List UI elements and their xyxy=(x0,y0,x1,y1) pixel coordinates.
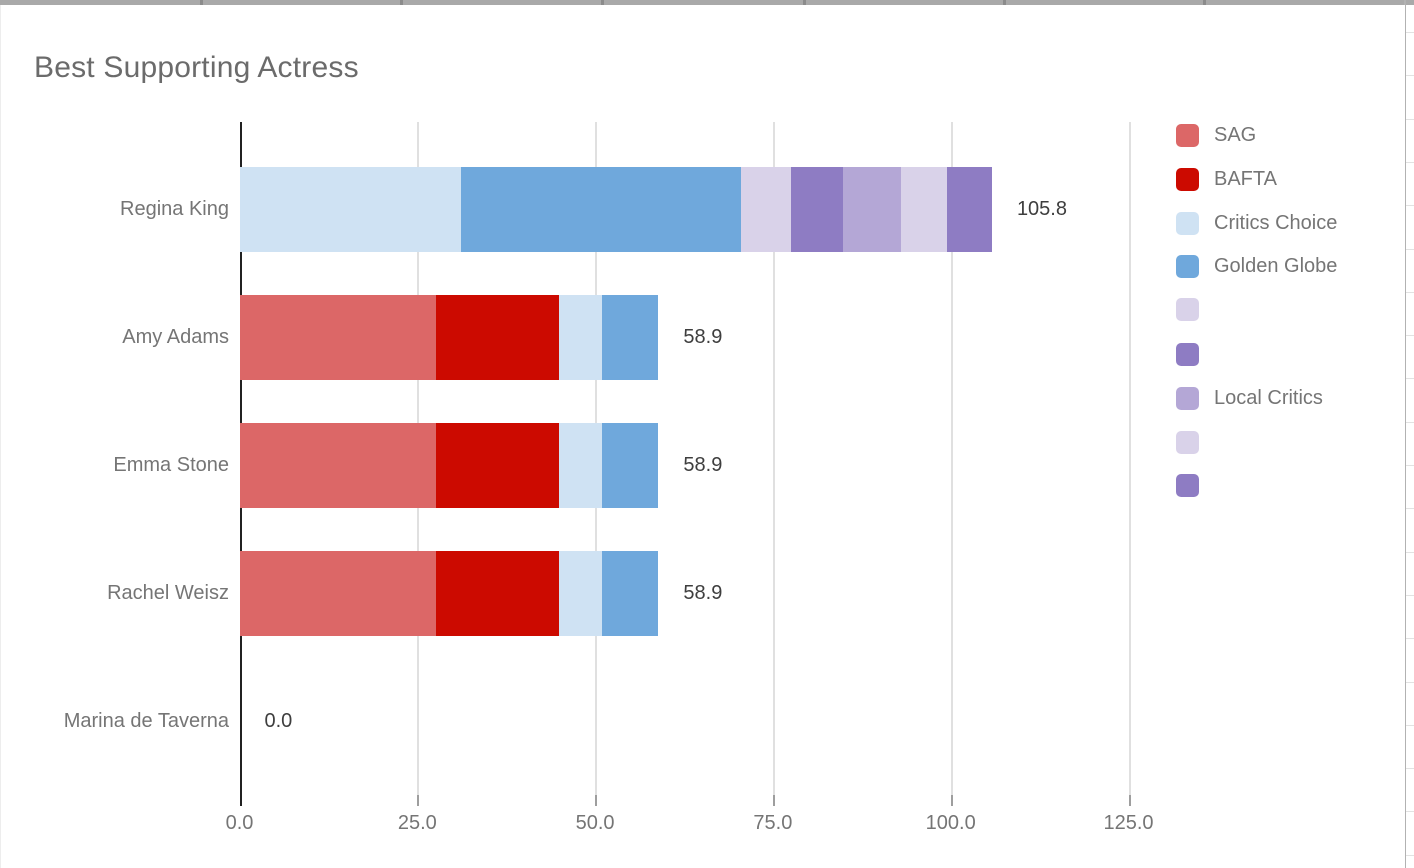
legend-swatch xyxy=(1176,474,1199,497)
legend-swatch xyxy=(1176,343,1199,366)
x-tick-label: 100.0 xyxy=(925,812,976,834)
bar-segment-golden-globe[interactable] xyxy=(460,167,741,252)
bar-segment-golden-globe[interactable] xyxy=(602,551,659,636)
bar-segment-bafta[interactable] xyxy=(435,423,559,508)
bar-segment-critics-choice[interactable] xyxy=(558,551,603,636)
bar-value-label: 58.9 xyxy=(683,453,723,476)
x-tick-label: 0.0 xyxy=(225,812,254,834)
bar-segment-series-9[interactable] xyxy=(947,167,992,252)
spreadsheet-right-edge xyxy=(1404,0,1406,868)
bar-value-label: 105.8 xyxy=(1016,197,1067,220)
chart-title: Best Supporting Actress xyxy=(34,51,359,84)
legend-swatch xyxy=(1176,298,1199,321)
row-gridline xyxy=(1406,551,1414,553)
column-boundary-tick xyxy=(400,0,403,5)
bar-segment-critics-choice[interactable] xyxy=(558,295,603,380)
row-gridline xyxy=(1406,118,1414,120)
row-gridline xyxy=(1406,465,1414,466)
row-gridline xyxy=(1406,421,1414,423)
column-boundary-tick xyxy=(803,0,806,5)
bar-segment-bafta[interactable] xyxy=(435,551,559,636)
row-gridline xyxy=(1406,681,1414,683)
legend-label: Golden Globe xyxy=(1214,255,1338,277)
row-gridline xyxy=(1406,335,1414,337)
x-tick-label: 75.0 xyxy=(753,812,793,834)
row-gridline xyxy=(1406,75,1414,77)
legend-label: SAG xyxy=(1214,124,1257,146)
gridline xyxy=(1128,122,1131,795)
row-gridline xyxy=(1406,638,1414,640)
bar-row xyxy=(1,679,1405,764)
bar-segment-bafta[interactable] xyxy=(435,295,559,380)
axis-tick xyxy=(772,795,775,806)
bar-segment-sag[interactable] xyxy=(239,423,436,508)
bar-segment-critics-choice[interactable] xyxy=(239,167,461,252)
row-gridline xyxy=(1406,32,1414,33)
legend-swatch xyxy=(1176,387,1199,410)
legend-swatch xyxy=(1176,168,1199,191)
row-gridline xyxy=(1406,854,1414,856)
column-boundary-tick xyxy=(200,0,203,5)
column-boundary-tick xyxy=(1203,0,1206,5)
bar-value-label: 58.9 xyxy=(683,581,723,604)
bar-segment-local-critics[interactable] xyxy=(842,167,901,252)
bar-segment-critics-choice[interactable] xyxy=(558,423,603,508)
row-gridline xyxy=(1406,161,1414,163)
row-gridline xyxy=(1406,291,1414,293)
legend-label: Local Critics xyxy=(1214,387,1323,409)
bar-segment-golden-globe[interactable] xyxy=(602,423,659,508)
axis-tick xyxy=(595,795,598,806)
category-label: Regina King xyxy=(120,197,229,220)
legend-label: BAFTA xyxy=(1214,168,1277,190)
category-label: Emma Stone xyxy=(113,453,229,476)
x-tick-label: 25.0 xyxy=(397,812,437,834)
chart-card[interactable]: Best Supporting Actress 0.0 25.0 50.0 75.0 1… xyxy=(0,5,1405,868)
bar-segment-series-6[interactable] xyxy=(790,167,843,252)
spreadsheet-top-edge xyxy=(0,0,1414,5)
bar-segment-sag[interactable] xyxy=(239,295,436,380)
gridline xyxy=(950,122,953,795)
bar-segment-series-8[interactable] xyxy=(900,167,948,252)
x-tick-label: 125.0 xyxy=(1103,812,1154,834)
bar-row xyxy=(1,551,1405,636)
bar-value-label: 58.9 xyxy=(683,325,723,348)
row-gridline xyxy=(1406,248,1414,250)
row-gridline xyxy=(1406,724,1414,726)
row-gridline xyxy=(1406,378,1414,380)
legend-swatch xyxy=(1176,431,1199,454)
category-label: Marina de Taverna xyxy=(63,709,229,732)
legend-label: Critics Choice xyxy=(1214,212,1338,234)
row-gridline xyxy=(1406,594,1414,596)
column-boundary-tick xyxy=(601,0,604,5)
plot-area: 0.0 25.0 50.0 75.0 100.0 125.0 Regina King 105.… xyxy=(1,5,1405,868)
bar-segment-series-5[interactable] xyxy=(740,167,791,252)
legend-swatch xyxy=(1176,212,1199,235)
category-label: Rachel Weisz xyxy=(107,581,229,604)
x-tick-label: 50.0 xyxy=(575,812,615,834)
column-boundary-tick xyxy=(1003,0,1006,5)
bar-segment-sag[interactable] xyxy=(239,551,436,636)
axis-tick xyxy=(950,795,953,806)
legend-swatch xyxy=(1176,124,1199,147)
category-label: Amy Adams xyxy=(122,325,229,348)
row-gridline xyxy=(1406,768,1414,770)
gridline xyxy=(772,122,775,795)
row-gridline xyxy=(1406,811,1414,813)
bar-row xyxy=(1,167,1405,252)
bar-row xyxy=(1,295,1405,380)
bar-segment-golden-globe[interactable] xyxy=(602,295,659,380)
axis-tick xyxy=(1128,795,1131,806)
row-gridline xyxy=(1406,508,1414,510)
axis-tick xyxy=(417,795,420,806)
bar-row xyxy=(1,423,1405,508)
bar-value-label: 0.0 xyxy=(264,709,293,732)
row-gridline xyxy=(1406,205,1414,207)
legend-swatch xyxy=(1176,255,1199,278)
